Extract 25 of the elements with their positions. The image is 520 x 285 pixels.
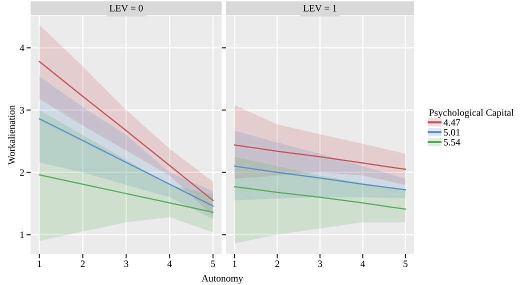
line-series [38,60,214,202]
y-axis-title: Workalienation [8,105,15,165]
line-series [38,174,214,213]
x-tick-label: 2 [80,260,85,267]
legend-label: 5.54 [444,138,460,146]
y-tick-label: 4 [20,44,24,52]
x-tick-label: 2 [275,260,280,267]
legend-title: Psychological Capital [429,109,514,118]
y-tick-label: 3 [20,107,24,114]
y-tick-label: 2 [20,169,24,176]
x-tick-label: 3 [124,260,128,268]
chart-title: LEV = 1 [303,4,336,12]
legend-label: 5.01 [444,129,460,136]
chart-title: LEV = 0 [110,4,143,12]
x-tick-label: 3 [318,260,322,268]
x-tick-label: 4 [360,260,366,267]
line-series [38,118,214,207]
legend-label: 4.47 [444,119,460,126]
x-tick-label: 1 [232,260,236,267]
x-tick-label: 1 [38,260,42,267]
x-tick-label: 5 [404,260,408,268]
y-tick-label: 1 [20,232,24,238]
x-tick-label: 4 [167,260,172,267]
x-axis-title: Autonomy [202,275,244,284]
x-tick-label: 5 [211,260,216,268]
